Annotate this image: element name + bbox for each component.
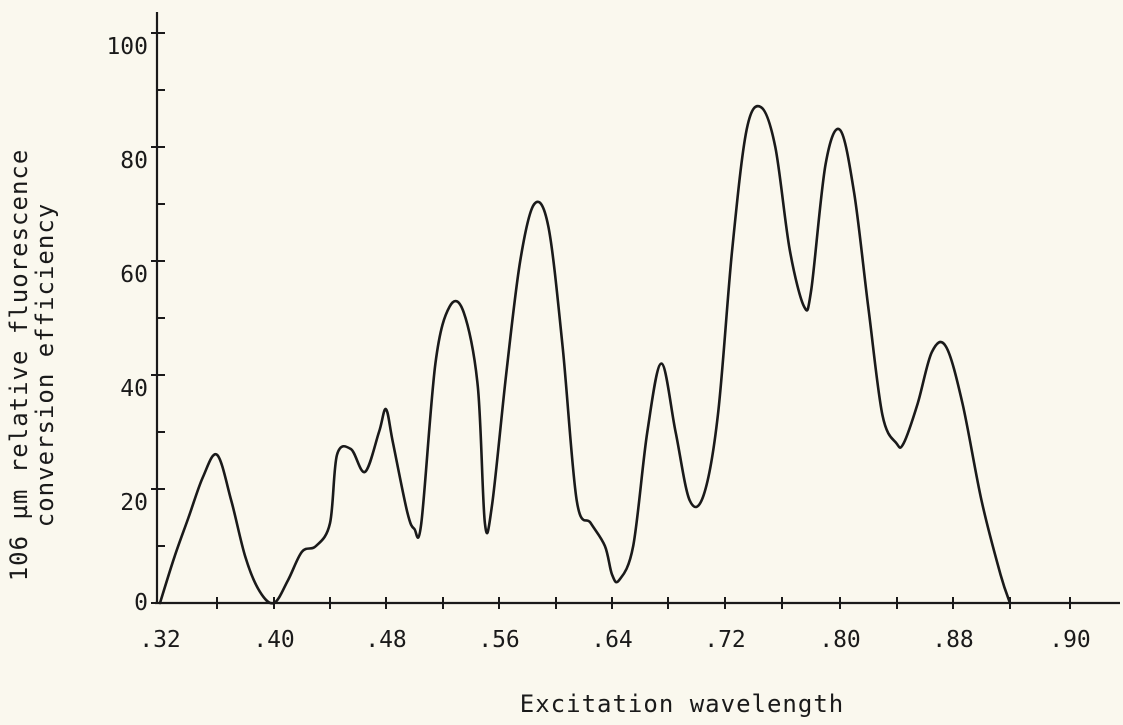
x-tick-label: .48 <box>365 627 407 653</box>
x-axis-title: Excitation wavelength <box>520 690 844 718</box>
series-line <box>158 104 1012 605</box>
x-tick-label: .90 <box>1049 627 1091 653</box>
data-points <box>159 106 1012 605</box>
minor-ticks <box>157 89 165 547</box>
y-tick-label: 60 <box>120 262 148 288</box>
y-ticks <box>151 32 165 604</box>
y-tick-labels: 0 20 40 60 80 100 <box>106 34 148 616</box>
y-tick-label: 0 <box>134 590 148 616</box>
x-tick-label: .32 <box>139 627 181 653</box>
x-tick-labels: .32 .40 .48 .56 .64 .72 .80 .88 .90 <box>139 627 1091 653</box>
y-tick-label: 80 <box>120 148 148 174</box>
y-tick-label: 40 <box>120 376 148 402</box>
x-tick-label: .80 <box>819 627 861 653</box>
x-tick-label: .40 <box>253 627 295 653</box>
x-tick-label: .72 <box>704 627 746 653</box>
y-tick-label: 100 <box>106 34 148 60</box>
x-tick-label: .64 <box>591 627 633 653</box>
x-tick-label: .56 <box>478 627 520 653</box>
y-axis-title-line2: conversion efficiency <box>31 203 59 527</box>
y-tick-label: 20 <box>120 490 148 516</box>
y-axis-title-line1: 106 µm relative fluorescence <box>5 149 33 582</box>
x-ticks <box>216 597 1071 609</box>
x-tick-label: .88 <box>932 627 974 653</box>
